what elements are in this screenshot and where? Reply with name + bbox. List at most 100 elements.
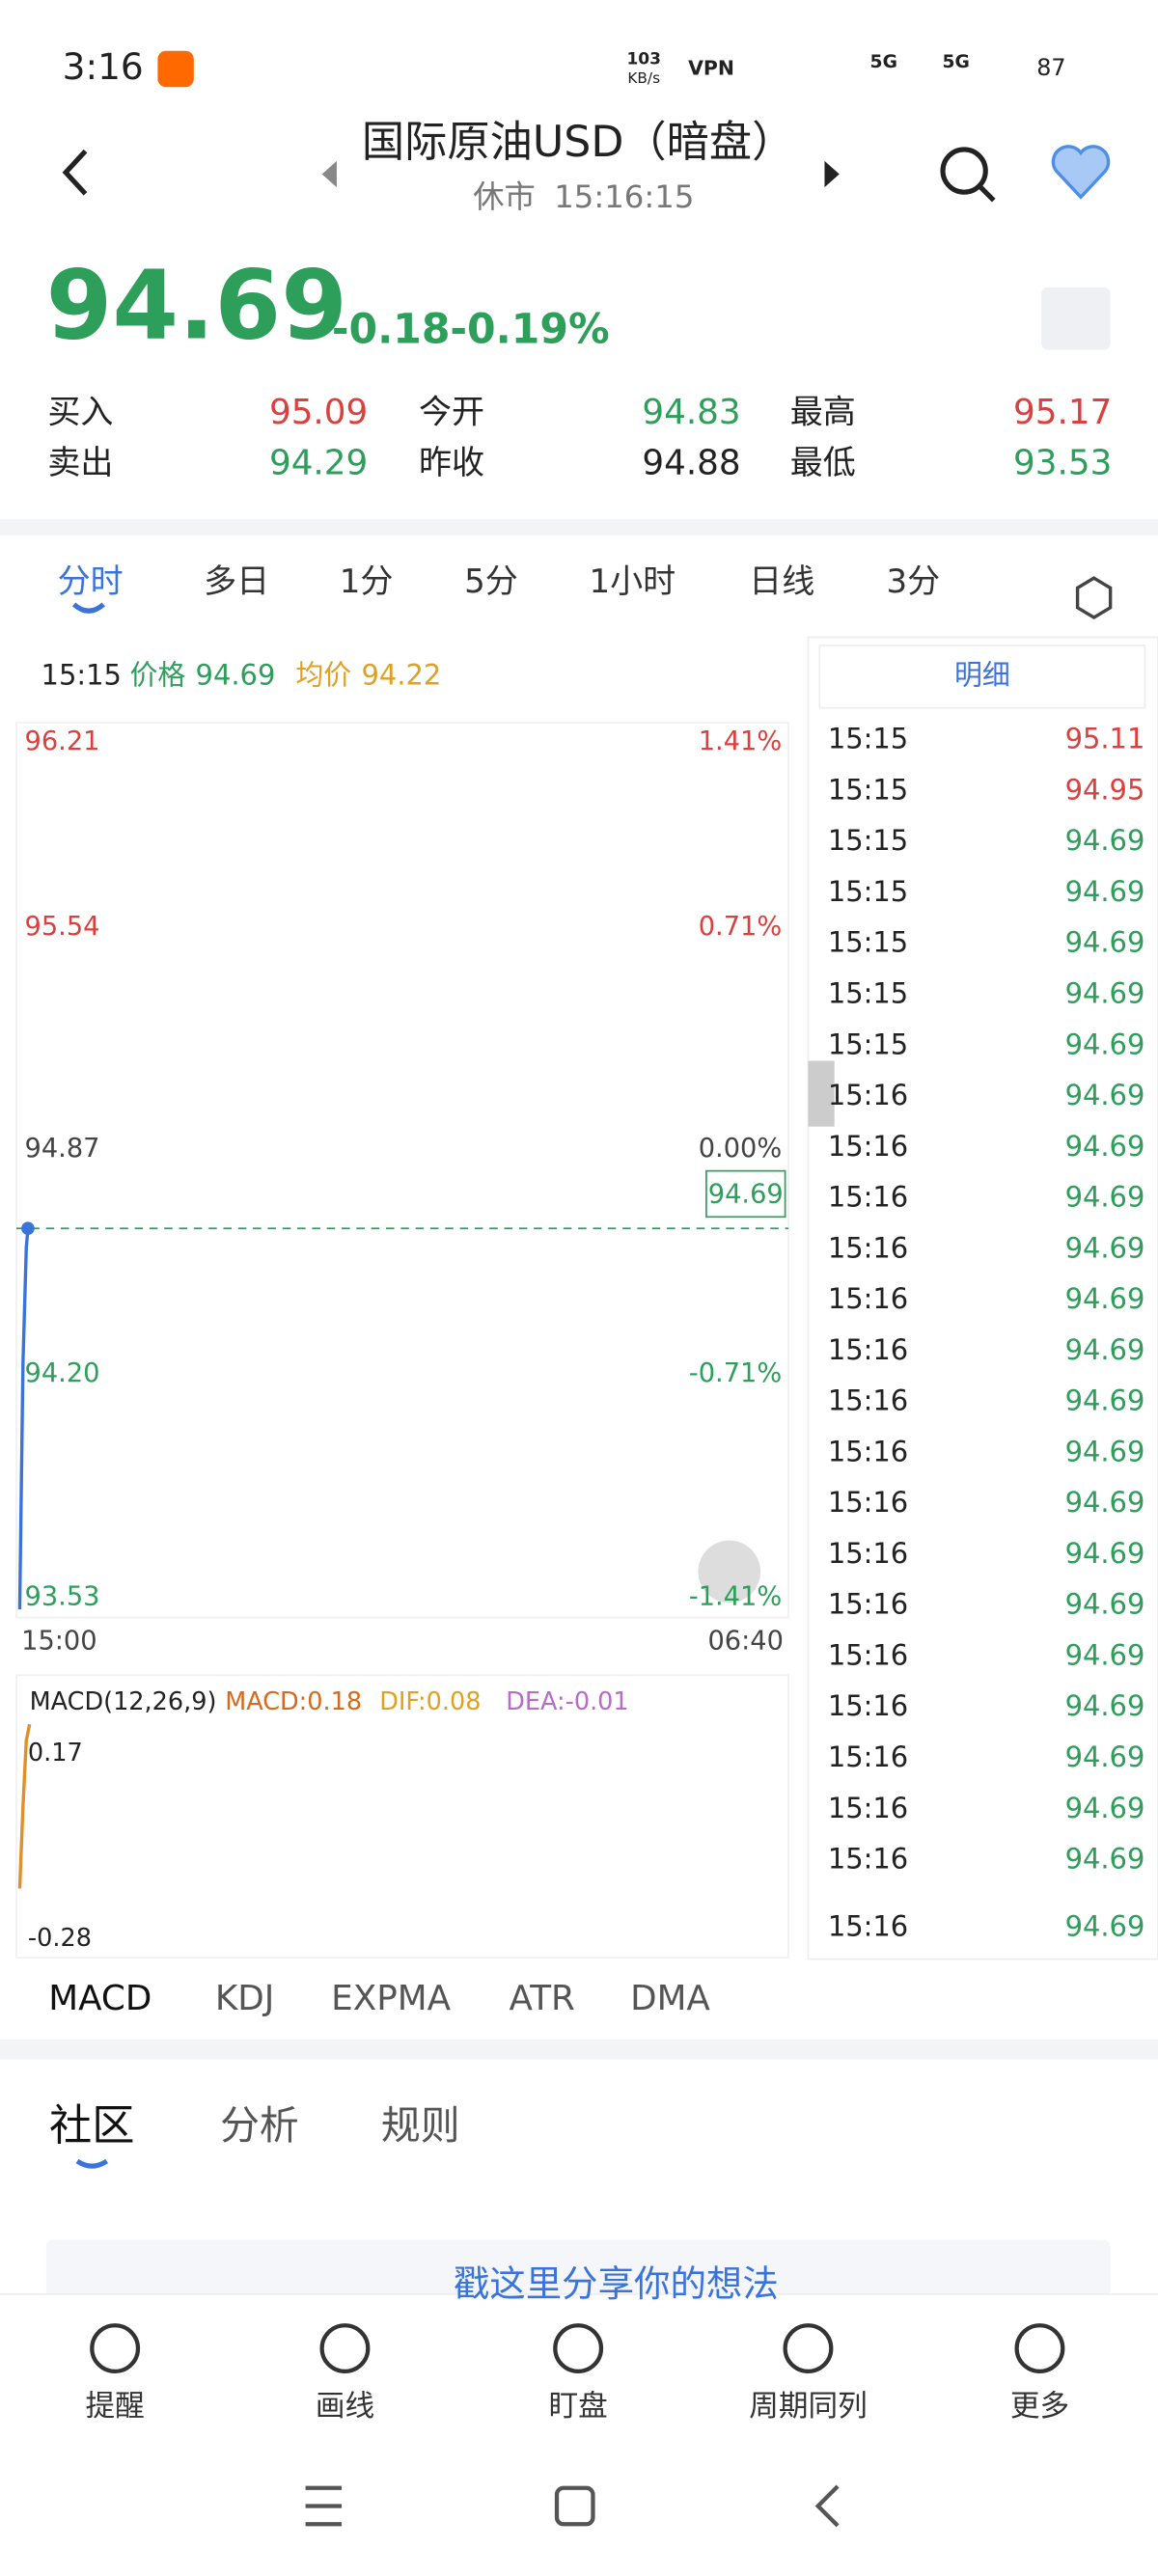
trade-time: 15:16: [828, 1079, 908, 1111]
search-icon[interactable]: [977, 183, 996, 203]
trade-time: 15:15: [828, 723, 908, 755]
y-axis-label: 93.53: [25, 1582, 100, 1612]
pct-axis-label: 0.71%: [699, 912, 782, 942]
trade-price: 94.69: [1065, 1333, 1145, 1366]
indicator-tab[interactable]: EXPMA: [331, 1979, 451, 2018]
signal: 5G: [870, 52, 897, 72]
stat-value: 94.88: [642, 444, 740, 483]
nav-icon[interactable]: [90, 2323, 141, 2374]
settings-icon[interactable]: [1075, 576, 1113, 620]
back-key[interactable]: [814, 2484, 840, 2528]
macd-max: 0.17: [28, 1739, 83, 1768]
trade-time: 15:16: [828, 1689, 908, 1722]
stat-label: 买入: [47, 393, 113, 431]
detail-panel: [807, 636, 1158, 1960]
y-axis-label: 94.87: [25, 1134, 100, 1164]
stat-value: 94.83: [642, 393, 740, 432]
y-axis-label: 96.21: [25, 726, 100, 756]
trade-time: 15:16: [828, 1435, 908, 1467]
community-tab[interactable]: 规则: [381, 2102, 460, 2149]
x-axis-label: 06:40: [707, 1627, 783, 1657]
period-tab[interactable]: 多日: [204, 562, 269, 601]
trade-time: 15:15: [828, 773, 908, 806]
tab-indicator: [71, 602, 105, 614]
indicator-tab[interactable]: MACD: [48, 1979, 152, 2018]
nav-item[interactable]: 盯盘: [549, 2390, 608, 2424]
battery: 87: [1036, 54, 1065, 81]
trade-price: 94.69: [1065, 1028, 1145, 1060]
x-axis-label: 15:00: [21, 1627, 96, 1657]
trade-time: 15:15: [828, 824, 908, 857]
pct-axis-label: -1.41%: [689, 1582, 782, 1612]
trade-price: 94.69: [1065, 1638, 1145, 1671]
community-tab[interactable]: 社区: [49, 2101, 135, 2151]
nav-icon[interactable]: [783, 2323, 834, 2374]
y-axis-label: 94.20: [25, 1358, 100, 1388]
change-pct: -0.19%: [450, 306, 609, 353]
trade-price: 94.69: [1065, 1689, 1145, 1722]
net-speed: 103: [626, 49, 661, 69]
stat-label: 昨收: [419, 444, 484, 482]
back-icon[interactable]: [62, 149, 88, 196]
trade-time: 15:16: [828, 1130, 908, 1163]
trade-time: 15:15: [828, 1028, 908, 1060]
indicator-tab[interactable]: KDJ: [215, 1979, 274, 2018]
market-status: 休市: [473, 178, 536, 215]
nav-item[interactable]: 更多: [1010, 2390, 1069, 2424]
chart-frame: [15, 722, 789, 1619]
collapse-handle[interactable]: [808, 1060, 835, 1127]
period-tab[interactable]: 3分: [887, 562, 941, 601]
nav-icon[interactable]: [319, 2323, 371, 2374]
period-tab[interactable]: 1小时: [589, 562, 676, 601]
menu-key[interactable]: [305, 2485, 343, 2527]
stat-value: 95.17: [1013, 393, 1112, 432]
price-dot: [21, 1221, 35, 1236]
favorite-icon[interactable]: [1051, 145, 1111, 200]
trade-price: 94.69: [1065, 1282, 1145, 1315]
trade-price: 94.69: [1065, 926, 1145, 959]
pct-axis-label: 1.41%: [699, 726, 782, 756]
trade-time: 15:16: [828, 1740, 908, 1773]
nav-item[interactable]: 画线: [316, 2390, 374, 2424]
stat-label: 卖出: [47, 444, 113, 482]
stat-value: 95.09: [269, 393, 368, 432]
prev-icon[interactable]: [321, 160, 337, 188]
trade-time: 15:15: [828, 875, 908, 908]
period-tab[interactable]: 5分: [464, 562, 518, 601]
period-tab[interactable]: 1分: [340, 562, 394, 601]
indicator-tab[interactable]: ATR: [510, 1979, 575, 2018]
trade-price: 94.69: [1065, 1909, 1145, 1942]
nav-item[interactable]: 周期同列: [749, 2390, 868, 2424]
expand-button[interactable]: [698, 1540, 761, 1603]
nav-icon[interactable]: [553, 2323, 604, 2374]
search-icon[interactable]: [940, 147, 988, 195]
current-price-tag: 94.69: [708, 1180, 784, 1210]
period-tab[interactable]: 分时: [58, 562, 124, 601]
avg-label: 均价: [295, 658, 351, 691]
community-tab[interactable]: 分析: [220, 2102, 299, 2149]
dif-value: DIF:0.08: [379, 1687, 481, 1716]
price: 94.69: [46, 250, 347, 361]
cursor-avg: 94.22: [361, 658, 441, 691]
trade-time: 15:16: [828, 1231, 908, 1264]
bottom-bar: [0, 2293, 1158, 2576]
trade-time: 15:16: [828, 1843, 908, 1876]
indicator-tab[interactable]: DMA: [630, 1979, 710, 2018]
convert-icon[interactable]: [1041, 287, 1111, 350]
tab-indicator: [75, 2158, 109, 2169]
vpn: VPN: [688, 57, 734, 80]
trade-price: 94.69: [1065, 1588, 1145, 1621]
nav-icon[interactable]: [1014, 2323, 1065, 2374]
nav-item[interactable]: 提醒: [86, 2390, 145, 2424]
trade-time: 15:15: [828, 977, 908, 1010]
trade-time: 15:16: [828, 1486, 908, 1519]
cursor-time: 15:15: [41, 658, 122, 691]
trade-time: 15:16: [828, 1588, 908, 1621]
period-tab[interactable]: 日线: [749, 562, 814, 601]
post-prompt[interactable]: 戳这里分享你的想法: [454, 2262, 779, 2305]
next-icon[interactable]: [824, 160, 840, 188]
post-box[interactable]: [45, 2239, 1111, 2306]
macd-min: -0.28: [28, 1924, 92, 1953]
home-key[interactable]: [554, 2485, 595, 2527]
